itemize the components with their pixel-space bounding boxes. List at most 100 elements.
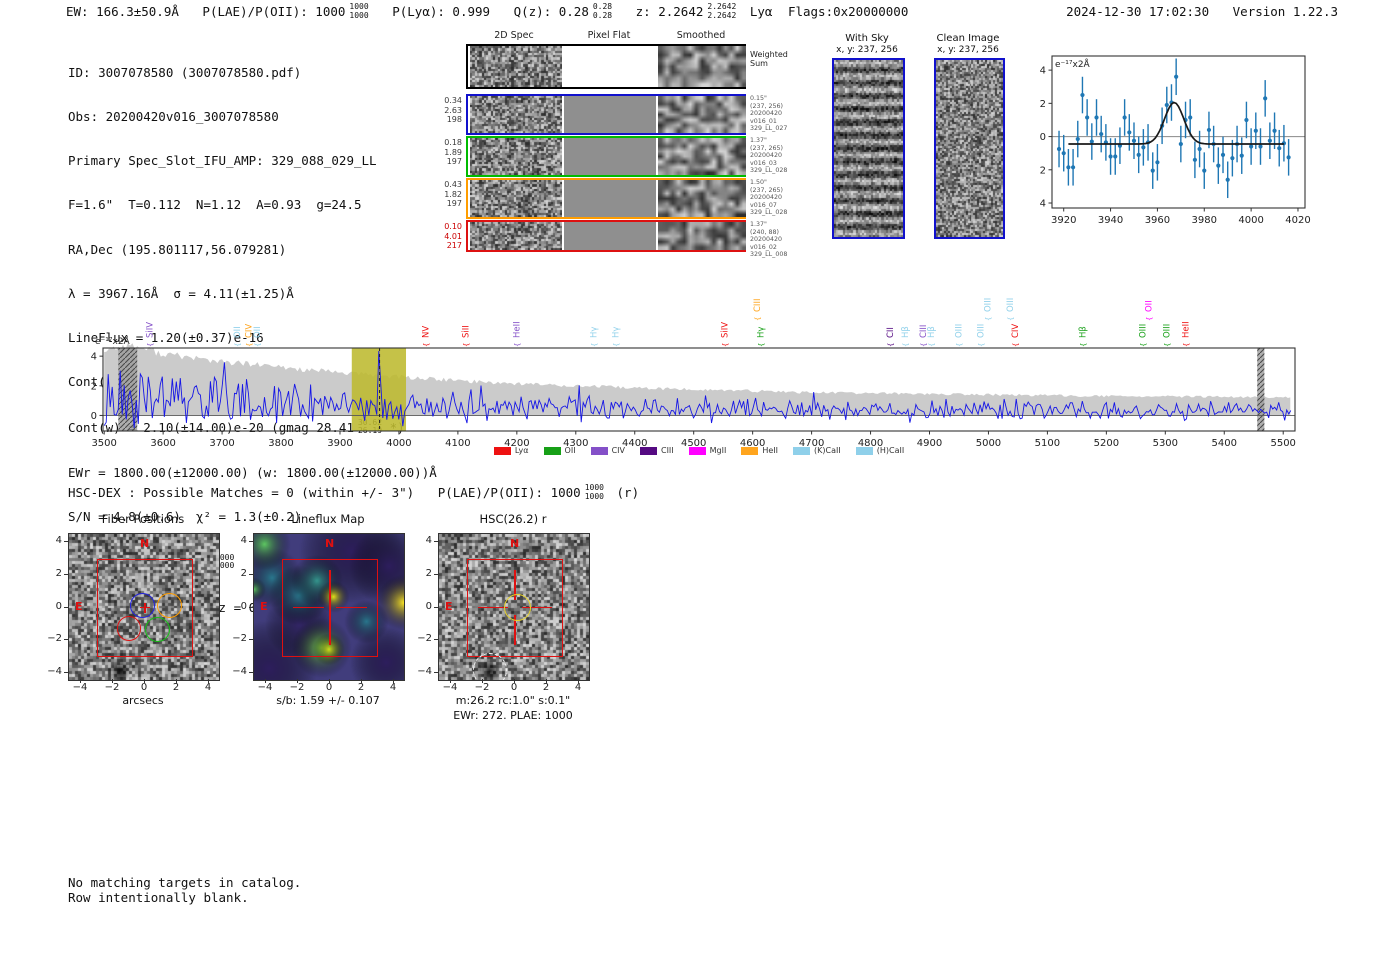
legend-swatch (543, 446, 561, 455)
x-tick-label: 2 (357, 682, 365, 693)
masked-band-hatch (1257, 348, 1265, 431)
y-tick-label: 4 (55, 535, 62, 547)
info-plae-hi: 1000 (215, 552, 235, 562)
line-label-OII: OII (1144, 300, 1154, 312)
line-label-Hγ: Hγ (756, 327, 766, 338)
legend-label: HeII (762, 446, 779, 455)
line-label-CIII: CIII (919, 325, 929, 338)
x-tick (393, 679, 394, 683)
crosshair-up (514, 570, 516, 601)
line-label-CIV: CIV (245, 324, 255, 338)
y-tick-label: 0 (425, 600, 432, 612)
data-point (1085, 115, 1090, 120)
x-tick-label: 4500 (681, 438, 706, 448)
data-point (1239, 153, 1244, 158)
cutout-2d-row (466, 220, 746, 252)
withsky-image (832, 58, 905, 239)
smoothed-cell (658, 96, 746, 133)
y-tick-label: −2 (232, 633, 247, 645)
data-point (1174, 74, 1179, 79)
line-label-OIII: OIII (1006, 298, 1016, 312)
y-tick (249, 541, 253, 543)
x-tick-label: 3980 (1192, 215, 1217, 226)
spectrum-legend: Lyα OII CIV CIII MgII HeII (K)CaII (H)CaII (103, 446, 1295, 455)
y-tick-label: −4 (1040, 199, 1046, 210)
smoothed-cell (658, 138, 746, 175)
cutout-2d-row (466, 44, 746, 89)
cutout-row-stat-value: 1.82 (444, 189, 462, 199)
line-label-brace: { (928, 343, 936, 347)
y-tick (249, 606, 253, 608)
x-tick-label: 4300 (563, 438, 588, 448)
x-tick-label: 3800 (268, 438, 293, 448)
data-point (1164, 102, 1169, 108)
x-tick-label: 2 (172, 682, 180, 693)
legend-label: CIII (660, 446, 674, 455)
full-spectrum-svg: 3500 3600 3700 3800 3900 4000 4100 4200 4300 4400… (91, 298, 1296, 449)
y-tick-label: 4 (1040, 66, 1046, 77)
axes-frame (102, 347, 1296, 432)
x-tick (208, 679, 209, 683)
data-point (1178, 141, 1183, 147)
smoothed-cell (658, 46, 746, 87)
cutout-row-meta-line: 20200420 (750, 110, 783, 118)
y-tick-label: 2 (240, 567, 247, 579)
x-tick-label: 4200 (504, 438, 529, 448)
noise-envelope (104, 343, 1291, 416)
line-label-OIII: OIII (976, 324, 986, 338)
y-tick (64, 671, 68, 673)
axes-frame (1051, 55, 1306, 209)
x-tick-label: 5100 (1035, 438, 1060, 448)
x-tick (297, 679, 298, 683)
cutout-row-meta-line: v016_02 (750, 243, 777, 251)
cutout-row-meta-line: (240, 88) (750, 228, 779, 236)
data-point (1272, 128, 1277, 133)
hsc-plae: P(LAE)/P(OII): 1000 (437, 485, 581, 500)
data-point (1099, 131, 1104, 137)
x-tick-label: 0 (510, 682, 518, 693)
x-tick-label: 0 (325, 682, 333, 693)
info-obs: Obs: 20200420v016_3007078580 (68, 108, 279, 124)
x-tick (514, 679, 515, 683)
cutout-row-stats: 0.10 4.01 217 (410, 222, 462, 251)
data-point (1197, 146, 1202, 152)
extraction-box (97, 558, 193, 657)
y-tick (434, 573, 438, 575)
info-seeing: F=1.6" T=0.112 N=1.12 A=0.93 g=24.5 (68, 197, 362, 213)
gaussian-fit-line (1068, 101, 1284, 145)
line-label-brace: { (513, 343, 521, 347)
legend-swatch (639, 446, 657, 455)
line-label-brace: { (246, 343, 254, 347)
data-point (1094, 115, 1099, 120)
cutout-row-stat-value: 198 (446, 115, 462, 124)
col-header-smoothed: Smoothed (676, 30, 726, 41)
legend-swatch (741, 446, 759, 455)
cutout-row-meta-line: 1.50" (750, 179, 767, 186)
legend-label: CIV (611, 446, 625, 455)
line-label-Hβ: Hβ (927, 326, 937, 338)
qz-value: Q(z): 0.28 (513, 4, 589, 19)
legend-label: (K)CaII (814, 446, 841, 455)
x-tick-label: 5200 (1094, 438, 1119, 448)
x-tick-label: 3940 (1098, 215, 1123, 226)
y-tick (434, 639, 438, 641)
data-point (1141, 145, 1146, 150)
line-label-OIII: OIII (983, 298, 993, 312)
data-point (1150, 168, 1155, 173)
legend-item: Lyα (493, 446, 529, 455)
fiber-circle (145, 617, 171, 642)
x-tick-label: 4900 (917, 438, 942, 448)
cutout-row-meta-line: 1.37" (750, 221, 767, 228)
data-point (1220, 152, 1226, 157)
line-label-OIII: OIII (954, 324, 964, 338)
line-fit-svg: 3920 3940 3960 3980 4000 4020 −4 −2 0 2 4 e⁻¹⁷x2Å (1031, 55, 1311, 226)
data-point (1225, 177, 1230, 182)
y-tick (249, 639, 253, 641)
line-label-brace: { (147, 343, 155, 347)
lineflux-caption: s/b: 1.59 +/- 0.107 (276, 694, 380, 707)
y-tick (434, 541, 438, 543)
x-tick-label: 4 (389, 682, 397, 693)
line-label-brace: { (463, 343, 471, 347)
line-label-brace: { (1139, 343, 1147, 347)
